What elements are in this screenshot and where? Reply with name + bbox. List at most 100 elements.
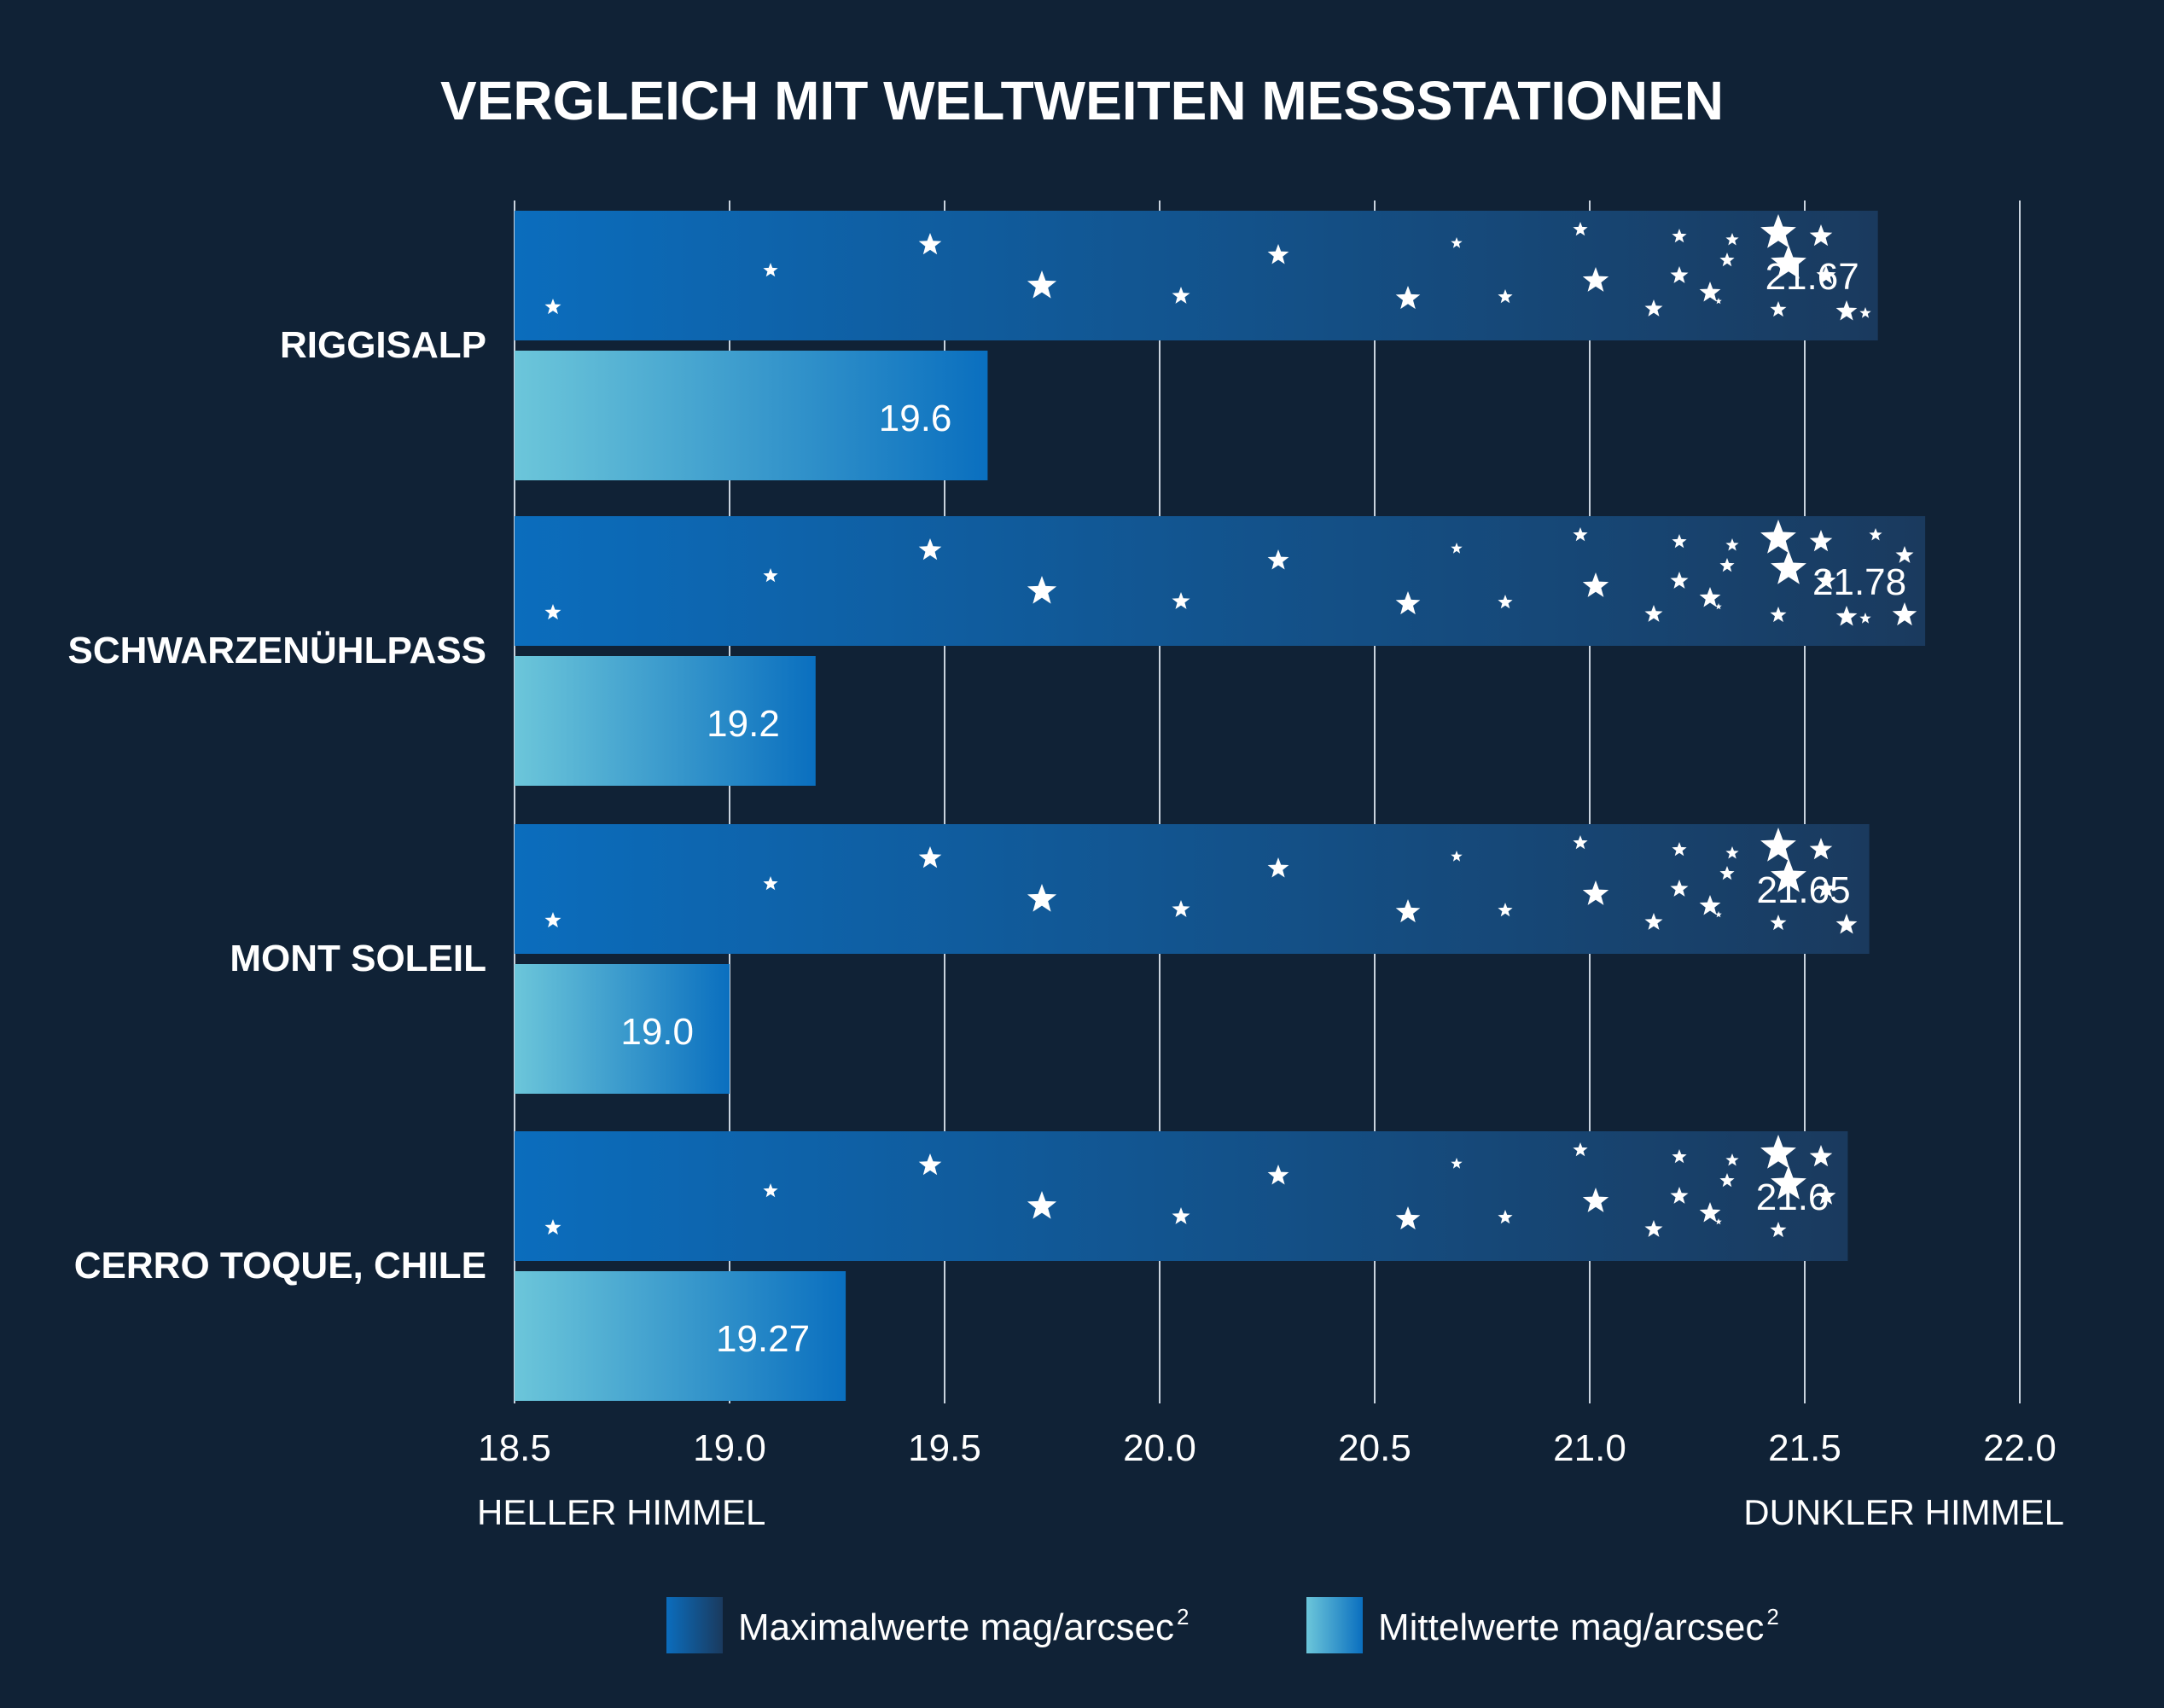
star-icon [1172, 287, 1190, 304]
data-label-mean: 19.27 [716, 1318, 810, 1360]
star-icon [1725, 846, 1739, 859]
star-icon [544, 912, 561, 928]
star-icon [1816, 265, 1836, 284]
star-icon [1498, 289, 1513, 304]
star-icon [1267, 244, 1289, 264]
star-icon [1644, 913, 1663, 930]
legend-item-mean-swatch [1306, 1597, 1363, 1653]
bar-mean [515, 656, 816, 786]
star-icon [1670, 880, 1689, 897]
star-icon [1859, 307, 1871, 318]
star-icon [1809, 1145, 1833, 1167]
star-icon [1670, 1187, 1689, 1204]
star-icon [1699, 895, 1721, 915]
star-icon [1582, 880, 1609, 905]
star-icon [1027, 576, 1057, 604]
star-icon [763, 568, 778, 583]
star-icon [1699, 282, 1721, 302]
star-icon [1760, 520, 1796, 554]
data-label-max: 21.78 [1812, 561, 1906, 603]
x-end-label-right: DUNKLER HIMMEL [1743, 1492, 2064, 1532]
star-icon [1835, 914, 1858, 934]
star-icon [1395, 1206, 1421, 1230]
star-icon [1395, 286, 1421, 310]
star-icon [1835, 606, 1858, 626]
legend-item-max-label: Maximalwerte mag/arcsec 2 [738, 1604, 1190, 1648]
star-icon [544, 299, 561, 315]
star-icon [1573, 835, 1588, 850]
star-icon [1770, 607, 1787, 623]
star-icon [1672, 534, 1687, 549]
data-label-mean: 19.6 [879, 398, 952, 439]
x-tick-label: 22.0 [1983, 1427, 2056, 1469]
star-icon [1809, 530, 1833, 552]
star-icon [1719, 253, 1735, 267]
star-icon [1715, 298, 1722, 305]
star-icon [1770, 301, 1787, 317]
bar-mean [515, 1271, 846, 1401]
star-icon [1760, 214, 1796, 248]
bar-mean [515, 964, 730, 1094]
category-label: MONT SOLEIL [230, 938, 486, 979]
x-tick-label: 21.0 [1553, 1427, 1626, 1469]
star-icon [1699, 1202, 1721, 1223]
star-icon [1172, 1207, 1190, 1224]
star-icon [918, 846, 942, 869]
x-tick-label: 21.5 [1768, 1427, 1841, 1469]
star-icon [1699, 587, 1721, 607]
bar-max [515, 211, 1878, 340]
data-label-max: 21.6 [1756, 1176, 1830, 1218]
legend-item-mean-label: Mittelwerte mag/arcsec 2 [1378, 1604, 1779, 1648]
star-icon [544, 1219, 561, 1235]
star-icon [1573, 222, 1588, 236]
star-icon [1395, 591, 1421, 615]
star-icon [1027, 270, 1057, 299]
star-icon [1172, 592, 1190, 609]
category-label: RIGGISALP [280, 324, 486, 366]
star-icon [1719, 558, 1735, 572]
star-icon [1869, 528, 1882, 541]
star-icon [1573, 1142, 1588, 1157]
star-icon [1771, 550, 1806, 584]
star-icon [1644, 299, 1663, 317]
star-icon [1582, 572, 1609, 597]
star-icon [1670, 266, 1689, 283]
star-icon [1835, 300, 1858, 321]
star-icon [763, 1183, 778, 1198]
star-icon [1725, 538, 1739, 551]
star-icon [1582, 267, 1609, 292]
star-icon [1672, 1149, 1687, 1164]
star-icon [1760, 828, 1796, 862]
category-label: CERRO TOQUE, CHILE [74, 1245, 486, 1287]
star-icon [1451, 1158, 1463, 1169]
star-icon [1498, 595, 1513, 609]
star-icon [1172, 900, 1190, 917]
star-icon [1573, 527, 1588, 542]
star-icon [1451, 543, 1463, 554]
data-label-max: 21.67 [1766, 256, 1859, 298]
star-icon [1715, 911, 1722, 918]
star-icon [1451, 237, 1463, 248]
star-icon [1816, 571, 1836, 590]
star-icon [1719, 866, 1735, 880]
star-icon [918, 1153, 942, 1176]
bar-mean [515, 351, 988, 480]
star-icon [1395, 899, 1421, 923]
chart-title: VERGLEICH MIT WELTWEITEN MESSSTATIONEN [440, 70, 1724, 131]
bar-max [515, 516, 1926, 646]
bar-max [515, 1131, 1848, 1261]
x-end-label-left: HELLER HIMMEL [477, 1492, 765, 1532]
data-label-mean: 19.0 [620, 1011, 694, 1053]
star-icon [918, 538, 942, 561]
star-icon [1771, 1165, 1806, 1200]
x-tick-label: 19.5 [908, 1427, 981, 1469]
x-tick-label: 19.0 [693, 1427, 766, 1469]
star-icon [1672, 229, 1687, 243]
star-icon [1809, 224, 1833, 247]
star-icon [1027, 1191, 1057, 1219]
star-icon [1719, 1173, 1735, 1188]
star-icon [1725, 233, 1739, 246]
star-icon [1670, 572, 1689, 589]
star-icon [1644, 1220, 1663, 1237]
x-tick-label: 20.5 [1338, 1427, 1411, 1469]
